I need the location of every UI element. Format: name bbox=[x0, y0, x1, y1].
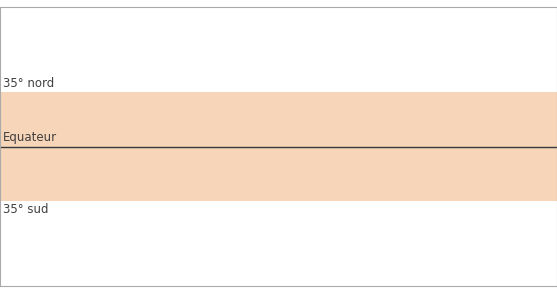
Text: 35° sud: 35° sud bbox=[3, 203, 48, 216]
Bar bbox=[0, 92, 557, 201]
Text: 35° nord: 35° nord bbox=[3, 77, 55, 90]
Text: Equateur: Equateur bbox=[3, 131, 57, 144]
